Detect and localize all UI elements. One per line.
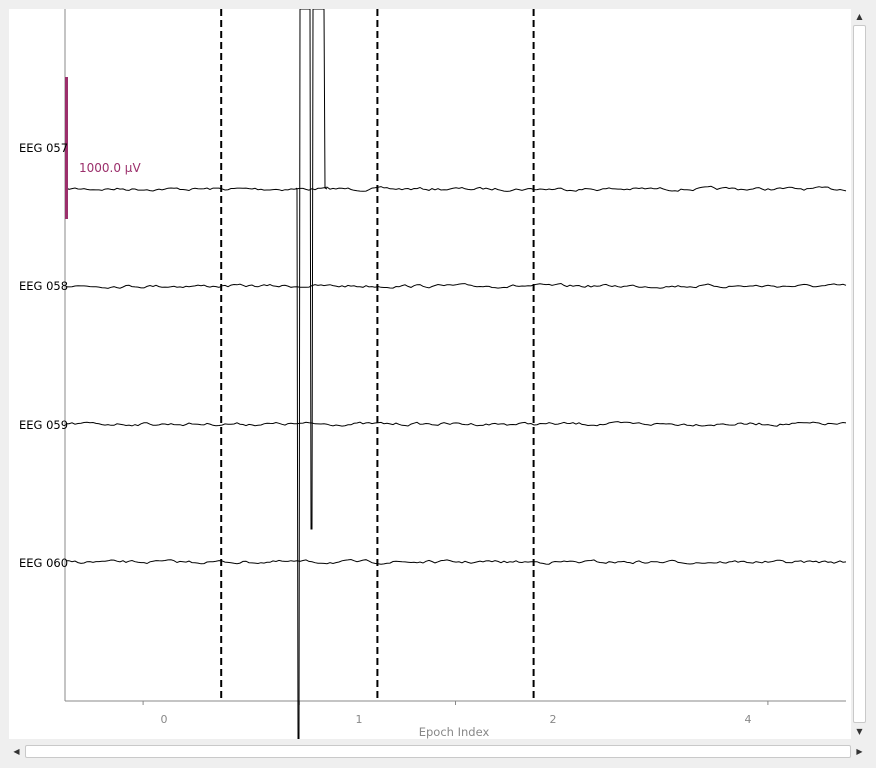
axes [64, 9, 846, 705]
arrow-down-icon[interactable]: ▼ [856, 727, 863, 736]
trace-eeg-059 [66, 421, 847, 427]
scale-bar-label: 1000.0 µV [79, 161, 141, 175]
trace-eeg-060 [65, 558, 847, 565]
arrow-right-icon[interactable]: ▶ [856, 747, 863, 756]
x-tick-label: 4 [744, 713, 752, 726]
x-axis-label: Epoch Index [418, 725, 490, 739]
channel-label-eeg-059[interactable]: EEG 059 [19, 418, 69, 432]
vertical-scrollbar-thumb[interactable] [853, 25, 866, 723]
scale-bar [65, 77, 68, 219]
trace-eeg-057 [65, 185, 847, 192]
epoch-boundaries [220, 9, 535, 701]
channel-label-eeg-060[interactable]: EEG 060 [19, 556, 69, 570]
x-tick-label: 2 [549, 713, 557, 726]
channel-label-eeg-058[interactable]: EEG 058 [19, 279, 69, 293]
x-tick-label: 0 [160, 713, 168, 726]
arrow-up-icon[interactable]: ▲ [856, 12, 863, 21]
x-tick-label: 1 [355, 713, 363, 726]
trace-eeg-058 [65, 282, 847, 289]
horizontal-scrollbar[interactable]: ◀ ▶ [9, 744, 867, 759]
horizontal-scrollbar-thumb[interactable] [25, 745, 851, 758]
plot-area[interactable]: EEG 057 EEG 058 EEG 059 EEG 060 1000.0 µ… [9, 9, 851, 739]
scale-bar-rect [65, 77, 68, 219]
channel-label-eeg-057[interactable]: EEG 057 [19, 141, 69, 155]
arrow-left-icon[interactable]: ◀ [13, 747, 20, 756]
artifact-spike [295, 9, 328, 739]
eeg-traces [65, 9, 847, 739]
eeg-plot[interactable] [9, 9, 851, 739]
vertical-scrollbar[interactable]: ▲ ▼ [852, 9, 867, 739]
